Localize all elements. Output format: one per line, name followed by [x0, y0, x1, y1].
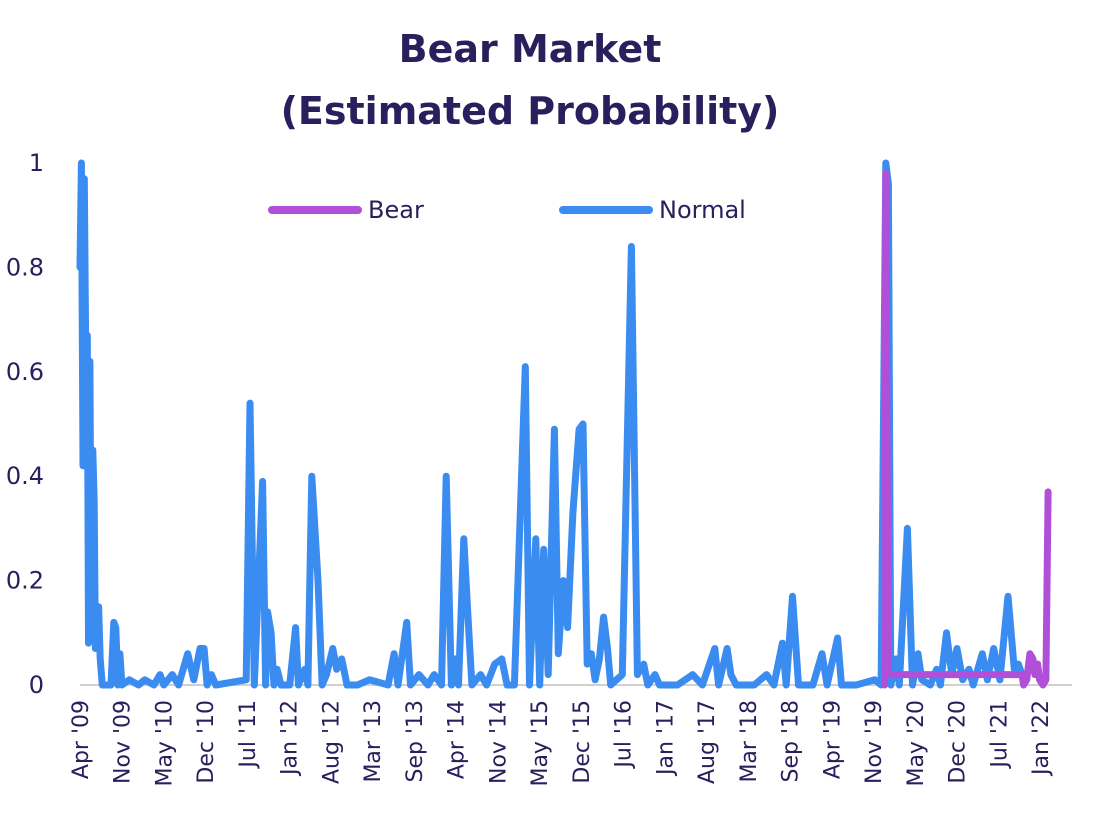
legend-label-bear: Bear — [368, 196, 424, 224]
series-lines — [76, 159, 1052, 689]
y-tick-label: 0 — [29, 671, 44, 699]
legend: Bear Normal — [268, 196, 746, 224]
x-tick-label: Nov '09 — [111, 700, 136, 784]
y-tick-label: 0.2 — [6, 567, 44, 595]
x-tick-label: Jul '16 — [612, 700, 637, 770]
x-tick-label: Jul '21 — [987, 700, 1012, 770]
x-tick-label: Dec '20 — [946, 700, 971, 784]
y-tick-label: 0.8 — [6, 253, 44, 281]
series-line-normal — [76, 159, 1026, 689]
x-tick-label: Sep '18 — [779, 700, 804, 783]
x-tick-label: Nov '14 — [486, 700, 511, 784]
x-tick-label: Apr '19 — [820, 700, 845, 779]
x-tick-label: May '15 — [528, 700, 553, 787]
axes: 1 0.8 0.6 0.4 0.2 0 Apr '09 Nov '09 May '10 Dec '… — [6, 149, 1072, 787]
x-tick-label: Jul '11 — [236, 700, 261, 770]
x-tick-label: Jan '17 — [653, 700, 678, 777]
x-tick-label: Apr '14 — [445, 700, 470, 779]
series-line-bear — [881, 169, 1052, 689]
x-tick-label: Jan '12 — [278, 700, 303, 777]
x-tick-label: Sep '13 — [403, 700, 428, 783]
y-tick-label: 0.4 — [6, 462, 44, 490]
x-tick-label: Aug '17 — [695, 700, 720, 784]
y-tick-label: 1 — [29, 149, 44, 177]
x-tick-label: Apr '09 — [69, 700, 94, 779]
x-tick-label: Mar '13 — [361, 700, 386, 783]
x-tick-label: May '10 — [152, 700, 177, 787]
x-tick-label: Dec '15 — [570, 700, 595, 784]
chart-title: Bear Market (Estimated Probability) — [0, 18, 1060, 142]
y-tick-label: 0.6 — [6, 358, 44, 386]
x-tick-label: May '20 — [904, 700, 929, 787]
chart-title-main: Bear Market — [398, 27, 662, 71]
legend-label-normal: Normal — [659, 196, 746, 224]
x-tick-label: Nov '19 — [862, 700, 887, 784]
x-tick-label: Dec '10 — [194, 700, 219, 784]
x-tick-label: Aug '12 — [319, 700, 344, 784]
x-tick-label: Jan '22 — [1029, 700, 1054, 777]
chart-subtitle: (Estimated Probability) — [280, 89, 780, 133]
x-tick-label: Mar '18 — [737, 700, 762, 783]
